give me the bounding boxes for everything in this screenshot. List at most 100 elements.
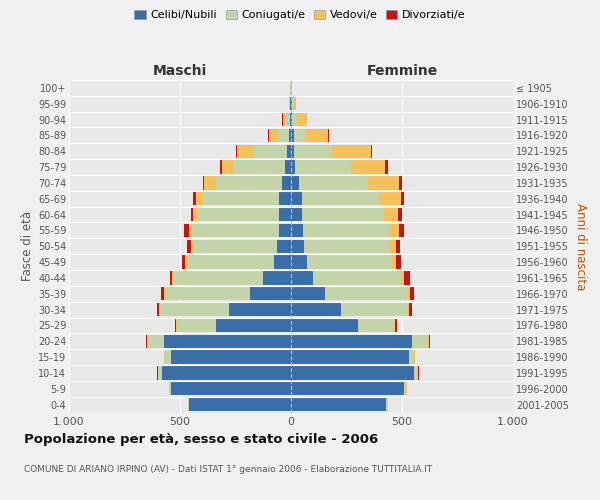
Bar [291, 240, 304, 253]
Bar [394, 318, 395, 332]
Bar [158, 366, 162, 380]
Bar [175, 271, 263, 284]
Text: Maschi: Maschi [153, 64, 207, 78]
Bar [291, 160, 295, 174]
Bar [398, 208, 401, 222]
Bar [395, 318, 397, 332]
Bar [215, 318, 291, 332]
Bar [414, 366, 418, 380]
Bar [161, 287, 164, 300]
Bar [164, 287, 166, 300]
Bar [193, 240, 277, 253]
Bar [295, 144, 332, 158]
Bar [170, 271, 172, 284]
Bar [404, 382, 406, 396]
Bar [166, 287, 250, 300]
Bar [289, 128, 291, 142]
Bar [291, 334, 412, 348]
Bar [328, 128, 329, 142]
Bar [191, 240, 193, 253]
Bar [371, 144, 372, 158]
Bar [291, 208, 302, 222]
Bar [203, 192, 279, 205]
Bar [176, 318, 215, 332]
Bar [196, 192, 203, 205]
Bar [401, 271, 404, 284]
Bar [291, 303, 341, 316]
Bar [358, 318, 394, 332]
Bar [187, 240, 191, 253]
Bar [409, 350, 414, 364]
Bar [221, 160, 234, 174]
Bar [325, 287, 407, 300]
Bar [291, 366, 414, 380]
Bar [302, 224, 389, 237]
Bar [263, 271, 291, 284]
Bar [189, 398, 291, 411]
Bar [188, 398, 189, 411]
Bar [410, 287, 414, 300]
Bar [286, 113, 290, 126]
Bar [409, 303, 412, 316]
Bar [203, 176, 205, 190]
Bar [280, 208, 291, 222]
Bar [290, 113, 291, 126]
Bar [277, 240, 291, 253]
Bar [229, 303, 291, 316]
Bar [283, 113, 286, 126]
Bar [304, 240, 389, 253]
Bar [291, 192, 302, 205]
Bar [164, 350, 171, 364]
Text: Popolazione per età, sesso e stato civile - 2006: Popolazione per età, sesso e stato civil… [24, 432, 378, 446]
Bar [291, 256, 307, 269]
Bar [291, 113, 292, 126]
Bar [291, 128, 293, 142]
Bar [407, 303, 409, 316]
Bar [351, 160, 385, 174]
Bar [290, 97, 291, 110]
Bar [332, 144, 371, 158]
Bar [187, 256, 274, 269]
Bar [291, 382, 404, 396]
Legend: Celibi/Nubili, Coniugati/e, Vedovi/e, Divorziati/e: Celibi/Nubili, Coniugati/e, Vedovi/e, Di… [130, 6, 470, 25]
Bar [293, 128, 306, 142]
Bar [184, 224, 188, 237]
Bar [404, 271, 410, 284]
Bar [396, 240, 400, 253]
Bar [160, 303, 229, 316]
Bar [292, 113, 296, 126]
Bar [428, 334, 430, 348]
Y-axis label: Fasce di età: Fasce di età [20, 211, 34, 282]
Bar [157, 303, 159, 316]
Bar [389, 240, 396, 253]
Bar [392, 256, 397, 269]
Bar [313, 271, 401, 284]
Bar [269, 128, 278, 142]
Bar [182, 256, 185, 269]
Bar [341, 303, 407, 316]
Bar [215, 176, 282, 190]
Bar [291, 144, 295, 158]
Bar [193, 192, 196, 205]
Bar [236, 144, 237, 158]
Bar [148, 334, 164, 348]
Bar [412, 334, 428, 348]
Bar [296, 113, 307, 126]
Bar [407, 287, 410, 300]
Bar [169, 382, 171, 396]
Y-axis label: Anni di nascita: Anni di nascita [574, 202, 587, 290]
Bar [192, 224, 278, 237]
Bar [291, 224, 302, 237]
Bar [291, 287, 325, 300]
Bar [397, 256, 401, 269]
Text: Femmine: Femmine [367, 64, 437, 78]
Bar [291, 271, 313, 284]
Bar [159, 303, 160, 316]
Bar [162, 366, 291, 380]
Bar [279, 192, 291, 205]
Bar [285, 160, 291, 174]
Bar [302, 208, 384, 222]
Bar [399, 224, 404, 237]
Bar [401, 192, 404, 205]
Bar [289, 97, 290, 110]
